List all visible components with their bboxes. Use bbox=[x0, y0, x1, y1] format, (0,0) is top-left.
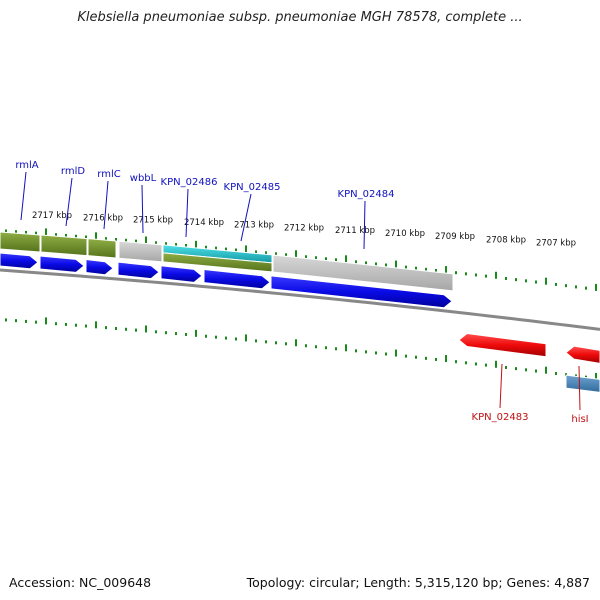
backbone-line bbox=[0, 268, 600, 331]
label-leader-line bbox=[103, 180, 109, 230]
forward-gene-label: KPN_02485 bbox=[224, 182, 281, 193]
scale-label: 2712 kbp bbox=[284, 223, 324, 233]
forward-gene-arrow[interactable] bbox=[117, 261, 160, 280]
forward-gene-arrow[interactable] bbox=[85, 258, 114, 276]
label-leaders bbox=[20, 171, 581, 411]
label-leader-line bbox=[240, 193, 252, 242]
forward-gene-label: KPN_02486 bbox=[161, 177, 218, 188]
forward-gene-arrow[interactable] bbox=[39, 255, 85, 273]
scale-label: 2708 kbp bbox=[486, 235, 526, 245]
forward-gene-arrow[interactable] bbox=[160, 265, 203, 283]
reverse-gene-arrow[interactable] bbox=[565, 345, 600, 364]
forward-gene-label: KPN_02484 bbox=[338, 189, 395, 200]
label-leader-line bbox=[65, 177, 73, 227]
feature-band bbox=[272, 254, 454, 292]
genome-summary-text: Topology: circular; Length: 5,315,120 bp… bbox=[246, 575, 590, 590]
feature-band bbox=[162, 252, 273, 273]
label-leader-line bbox=[185, 188, 189, 238]
gene-arrows[interactable] bbox=[0, 252, 600, 364]
feature-band bbox=[40, 234, 88, 257]
scale-label: 2715 kbp bbox=[133, 216, 173, 226]
reverse-gene-label: hisI bbox=[571, 414, 588, 425]
scale-label: 2713 kbp bbox=[234, 221, 274, 231]
gene-labels: rmlA rmlD rmlC wbbL KPN_02486 KPN_02485 KPN_02… bbox=[15, 160, 588, 425]
label-leader-line bbox=[578, 365, 581, 411]
feature-band bbox=[87, 238, 117, 259]
scale-label: 2710 kbp bbox=[385, 229, 425, 239]
map-title: Klebsiella pneumoniae subsp. pneumoniae … bbox=[77, 10, 523, 25]
scale-label: 2717 kbp bbox=[32, 211, 72, 221]
accession-text: Accession: NC_009648 bbox=[9, 575, 152, 590]
feature-band bbox=[118, 240, 163, 263]
scale-label: 2716 kbp bbox=[83, 213, 123, 223]
forward-gene-arrow[interactable] bbox=[270, 275, 453, 309]
scale-label: 2714 kbp bbox=[184, 218, 224, 228]
scale-labels: 2717 kbp 2716 kbp 2715 kbp 2714 kbp 2713 kbp… bbox=[32, 211, 576, 249]
feature-band bbox=[565, 374, 600, 393]
scale-label: 2711 kbp bbox=[335, 226, 375, 236]
reverse-gene-label: KPN_02483 bbox=[472, 412, 529, 423]
scale-label: 2707 kbp bbox=[536, 239, 576, 249]
forward-gene-label: wbbL bbox=[130, 173, 157, 184]
dna-backbone bbox=[0, 268, 600, 331]
forward-gene-label: rmlD bbox=[61, 166, 85, 177]
reverse-gene-arrow[interactable] bbox=[458, 333, 547, 358]
forward-gene-arrow[interactable] bbox=[203, 269, 271, 290]
feature-band bbox=[0, 231, 41, 253]
forward-gene-arrow[interactable] bbox=[0, 252, 39, 270]
label-leader-line bbox=[20, 171, 27, 221]
label-leader-line bbox=[141, 184, 144, 234]
label-leader-line bbox=[363, 200, 366, 250]
label-leader-line bbox=[499, 363, 503, 409]
forward-gene-label: rmlC bbox=[97, 169, 120, 180]
forward-gene-label: rmlA bbox=[15, 160, 38, 171]
scale-label: 2709 kbp bbox=[435, 232, 475, 242]
feature-bands bbox=[0, 231, 600, 393]
